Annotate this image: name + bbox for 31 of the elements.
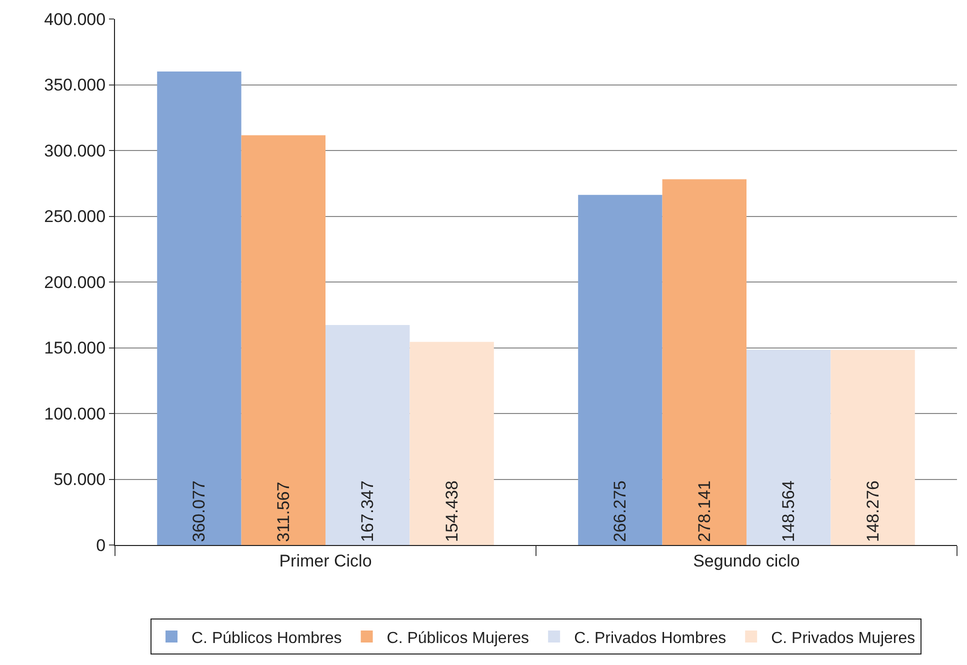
data-label: 278.141 <box>694 480 714 542</box>
bar <box>410 342 494 545</box>
data-label: 154.438 <box>442 480 462 542</box>
y-tick-label: 150.000 <box>44 338 106 358</box>
y-tick-label: 250.000 <box>44 207 106 226</box>
bar <box>578 194 662 545</box>
y-tick-label: 200.000 <box>44 272 106 292</box>
x-tick-label: Primer Ciclo <box>279 551 372 570</box>
legend-label: C. Públicos Mujeres <box>386 630 530 647</box>
data-label: 266.275 <box>610 480 630 542</box>
bar <box>830 350 915 545</box>
legend-label: C. Públicos Hombres <box>192 630 342 647</box>
x-tick-label: Segundo ciclo <box>693 551 800 570</box>
y-tick-label: 100.000 <box>44 404 106 424</box>
bar <box>746 350 831 545</box>
y-tick-label: 0 <box>96 536 106 555</box>
data-label: 167.347 <box>358 480 378 542</box>
bar <box>326 324 410 545</box>
bar <box>157 72 242 545</box>
legend-label: C. Privados Mujeres <box>771 630 916 647</box>
data-label: 311.567 <box>274 482 293 542</box>
data-label: 148.564 <box>779 480 798 542</box>
y-tick-label: 400.000 <box>44 10 106 29</box>
data-label: 148.276 <box>863 480 882 542</box>
y-tick-label: 50.000 <box>54 470 106 490</box>
bar <box>241 135 326 545</box>
data-label: 360.077 <box>190 480 209 542</box>
y-tick-label: 300.000 <box>44 141 106 160</box>
y-tick-label: 350.000 <box>44 76 106 95</box>
bar <box>662 179 746 545</box>
legend-label: C. Privados Hombres <box>574 630 726 647</box>
